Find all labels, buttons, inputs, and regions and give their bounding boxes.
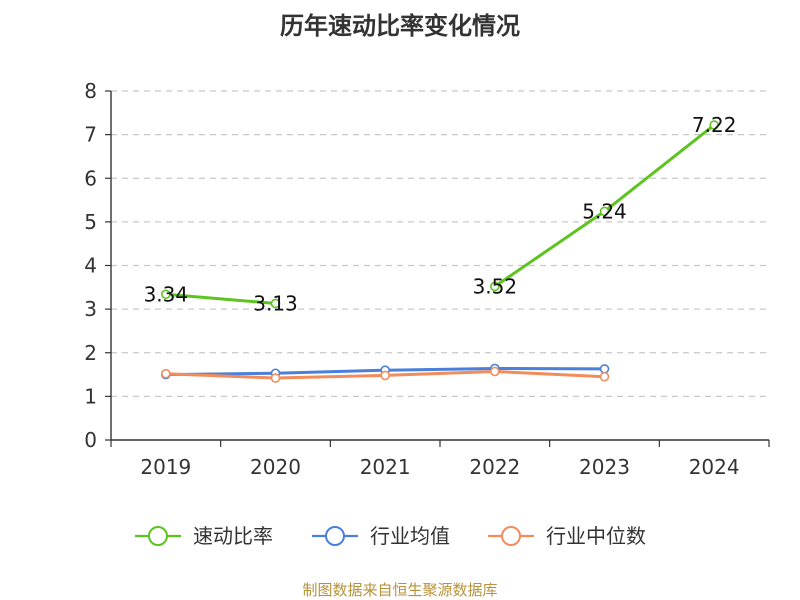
- legend-marker: [148, 526, 168, 546]
- grid: [111, 90, 769, 397]
- data-label: 7.22: [692, 113, 737, 137]
- chart-title: 历年速动比率变化情况: [280, 12, 520, 40]
- x-tick-label: 2022: [469, 455, 520, 479]
- data-point: [599, 371, 610, 382]
- data-point: [490, 366, 500, 377]
- data-label: 3.34: [144, 282, 189, 306]
- data-point: [599, 206, 610, 217]
- x-tick-label: 2019: [140, 455, 191, 479]
- data-labels: 3.34 3.13 3.52 5.24 7.22: [144, 113, 737, 315]
- legend-marker: [501, 526, 521, 546]
- data-point: [380, 370, 390, 381]
- y-tick-label: 3: [84, 297, 97, 321]
- series-layer: [161, 120, 719, 383]
- data-label: 3.13: [253, 291, 298, 315]
- x-tick-label: 2024: [689, 455, 740, 479]
- data-point: [490, 281, 500, 292]
- data-label: 3.52: [473, 274, 518, 298]
- axes: 0 1 2 3 4 5 6 7 8 2019 2020 2021 2022 2023 2024: [84, 79, 770, 479]
- legend-label: 速动比率: [193, 524, 273, 548]
- legend: 速动比率 行业均值 行业中位数: [135, 524, 646, 548]
- y-tick-label: 5: [84, 210, 97, 234]
- source-note: 制图数据来自恒生聚源数据库: [302, 581, 497, 599]
- y-tick-label: 1: [84, 384, 97, 408]
- legend-label: 行业均值: [370, 524, 450, 548]
- x-tick-label: 2021: [360, 455, 411, 479]
- data-point: [599, 364, 610, 374]
- legend-label: 行业中位数: [546, 524, 646, 548]
- data-point: [270, 298, 281, 309]
- y-tick-label: 2: [84, 341, 97, 365]
- x-tick-label: 2023: [579, 455, 630, 479]
- data-point: [161, 289, 171, 300]
- y-tick-label: 7: [84, 123, 97, 147]
- data-label: 5.24: [582, 199, 627, 223]
- data-point: [709, 120, 719, 130]
- series-line-0: [164, 292, 277, 305]
- y-tick-label: 4: [84, 254, 97, 278]
- data-point: [161, 368, 171, 379]
- x-tick-label: 2020: [250, 455, 301, 479]
- y-tick-label: 6: [84, 166, 97, 190]
- data-point: [270, 373, 281, 383]
- y-tick-label: 0: [84, 428, 97, 452]
- y-tick-label: 8: [84, 79, 97, 103]
- legend-marker: [325, 526, 345, 546]
